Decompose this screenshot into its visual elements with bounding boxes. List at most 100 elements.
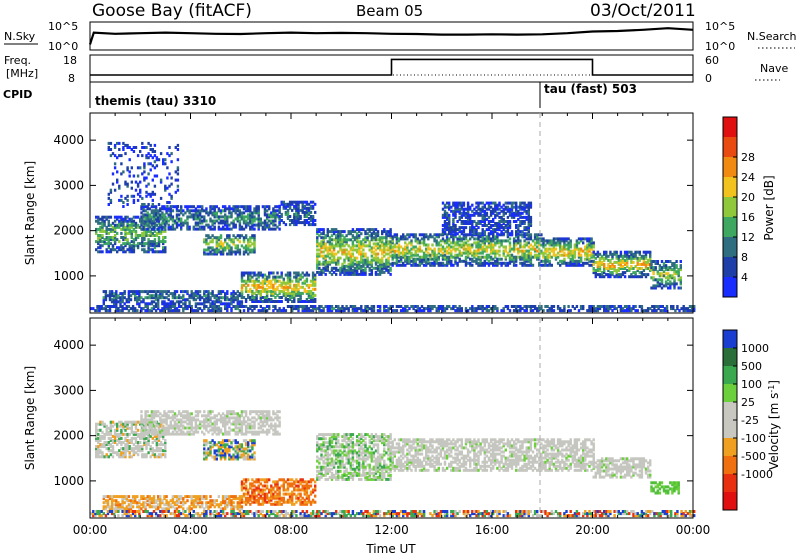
power-cell xyxy=(122,225,125,229)
power-cell xyxy=(383,246,386,250)
power-cell xyxy=(586,257,589,261)
power-cell xyxy=(211,292,214,296)
power-cell xyxy=(332,230,336,234)
power-cell xyxy=(118,184,121,188)
power-cell xyxy=(362,272,365,276)
power-cell xyxy=(324,260,327,264)
power-cell xyxy=(249,221,252,225)
power-cell xyxy=(263,213,267,217)
power-cell xyxy=(288,285,292,289)
power-cell xyxy=(177,305,181,308)
power-cell xyxy=(276,215,279,219)
power-cell xyxy=(492,261,495,265)
power-cell xyxy=(238,205,242,209)
velocity-cell xyxy=(105,432,108,436)
power-cell xyxy=(257,300,260,303)
power-cell xyxy=(265,300,269,303)
power-cell xyxy=(381,262,384,266)
power-cell xyxy=(303,215,306,218)
power-cell xyxy=(215,250,218,254)
power-cell xyxy=(307,273,311,277)
power-cell xyxy=(626,265,629,268)
power-cell xyxy=(441,228,445,232)
power-cell xyxy=(255,207,258,211)
power-cell xyxy=(669,280,672,284)
power-cell xyxy=(99,240,102,244)
velocity-cell xyxy=(95,422,98,426)
power-cell xyxy=(469,232,472,236)
power-cell xyxy=(662,274,666,278)
power-cell xyxy=(502,222,505,225)
power-cell xyxy=(270,221,273,225)
power-cell xyxy=(249,275,252,279)
power-cell xyxy=(439,261,443,265)
power-cell xyxy=(147,242,150,246)
velocity-cell xyxy=(97,441,100,444)
power-cell xyxy=(603,256,606,260)
velocity-cell xyxy=(109,449,113,453)
power-cell xyxy=(97,215,100,219)
power-cell xyxy=(164,162,167,166)
power-cell xyxy=(362,254,365,258)
power-cell xyxy=(337,242,340,246)
power-cell xyxy=(293,287,296,291)
power-cell xyxy=(307,293,311,297)
power-cell xyxy=(393,249,396,253)
power-cell xyxy=(238,227,242,231)
power-cell xyxy=(368,272,371,276)
power-cell xyxy=(512,239,516,243)
power-cell xyxy=(517,228,520,232)
power-cell xyxy=(567,309,570,313)
power-cell xyxy=(464,207,468,211)
power-cell xyxy=(649,262,652,266)
power-cell xyxy=(494,224,497,227)
power-cell xyxy=(613,305,616,308)
power-cell xyxy=(653,305,656,308)
power-cell xyxy=(466,213,470,217)
power-cell xyxy=(494,249,497,253)
power-cell xyxy=(416,241,419,245)
power-cell xyxy=(146,205,149,209)
power-cell xyxy=(546,241,549,245)
power-cell xyxy=(640,267,644,270)
power-cell xyxy=(268,281,271,285)
power-cell xyxy=(626,309,629,313)
power-cell xyxy=(255,298,258,301)
power-cell xyxy=(339,236,342,240)
power-cell xyxy=(169,300,172,304)
power-cell xyxy=(498,201,501,205)
power-cell xyxy=(148,296,151,300)
power-cell xyxy=(640,271,644,275)
power-cell xyxy=(188,294,191,298)
power-cell xyxy=(234,250,237,254)
power-cell xyxy=(611,262,614,266)
power-cell xyxy=(106,309,110,313)
power-cell xyxy=(286,293,290,297)
power-cell xyxy=(443,263,447,267)
power-cell xyxy=(165,290,168,294)
power-cell xyxy=(615,254,618,258)
power-cell xyxy=(215,238,218,242)
power-cell xyxy=(242,273,246,277)
power-cell xyxy=(552,249,556,253)
power-cell xyxy=(121,307,124,311)
power-cell xyxy=(136,302,139,306)
power-cell xyxy=(481,224,484,227)
power-cell xyxy=(671,264,674,268)
power-cell xyxy=(494,243,497,247)
power-cell xyxy=(517,249,520,253)
power-cell xyxy=(240,285,244,289)
power-cell xyxy=(215,294,218,298)
power-cell xyxy=(496,205,499,209)
power-cell xyxy=(349,232,352,236)
power-cell xyxy=(332,248,336,252)
power-cell xyxy=(512,259,516,263)
power-cell xyxy=(548,243,551,247)
power-cell xyxy=(458,207,461,211)
power-cell xyxy=(533,241,537,245)
power-cell xyxy=(374,234,378,238)
power-cell xyxy=(462,213,466,217)
power-cell xyxy=(236,250,239,254)
power-cell xyxy=(527,245,530,249)
power-cell xyxy=(130,166,133,170)
